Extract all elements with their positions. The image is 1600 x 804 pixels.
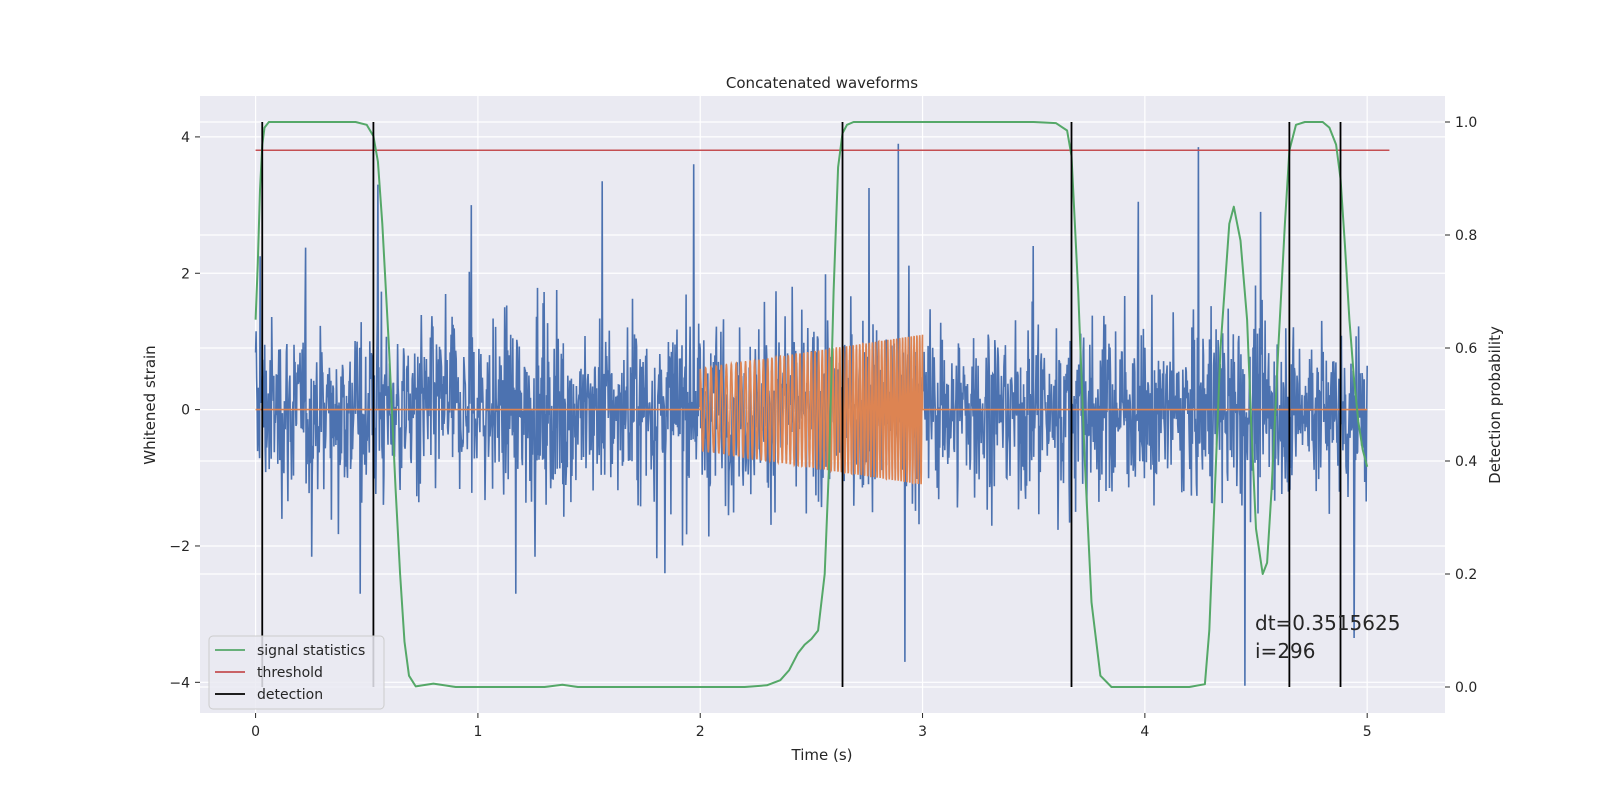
y-tick-label-right: 0.2: [1455, 567, 1477, 583]
x-tick-label: 1: [473, 724, 482, 740]
tick-labels: 0 1 2 3 4 5 −4 −2 0 2 4 0.0 0.2 0.4 0.6 0.8 1.0: [169, 115, 1477, 740]
y-tick-label-left: −2: [169, 539, 190, 555]
y-axis-label-right: Detection probability: [1486, 326, 1504, 484]
legend-box: [208, 635, 385, 710]
y-tick-label-left: 2: [181, 266, 190, 282]
strain-series-line: [254, 143, 1368, 686]
y-tick-label-left: 0: [181, 403, 190, 419]
y-tick-label-right: 1.0: [1455, 115, 1477, 131]
x-axis-label: Time (s): [791, 746, 853, 764]
annotation-text: i=296: [1255, 639, 1316, 663]
annotation-text: dt=0.3515625: [1255, 611, 1400, 635]
legend-label: signal statistics: [257, 643, 365, 659]
legend-label: threshold: [257, 665, 323, 681]
y-tick-label-right: 0.4: [1455, 454, 1477, 470]
y-tick-label-left: 4: [181, 130, 190, 146]
x-tick-label: 0: [251, 724, 260, 740]
x-tick-label: 5: [1363, 724, 1372, 740]
chart-title: Concatenated waveforms: [726, 74, 918, 92]
y-tick-label-right: 0.0: [1455, 680, 1477, 696]
legend-label: detection: [257, 687, 323, 703]
legend: signal statistics threshold detection: [208, 635, 385, 710]
annotation: dt=0.3515625 i=296: [1255, 611, 1400, 663]
x-tick-label: 2: [696, 724, 705, 740]
x-tick-label: 3: [918, 724, 927, 740]
signal-statistics-line: [254, 121, 1369, 688]
template-series-line: [255, 334, 1368, 485]
x-tick-label: 4: [1140, 724, 1149, 740]
plot-area: [254, 121, 1390, 688]
y-axis-label-left: Whitened strain: [141, 345, 159, 464]
y-tick-label-right: 0.8: [1455, 228, 1477, 244]
y-tick-label-right: 0.6: [1455, 341, 1477, 357]
y-tick-label-left: −4: [169, 675, 190, 691]
